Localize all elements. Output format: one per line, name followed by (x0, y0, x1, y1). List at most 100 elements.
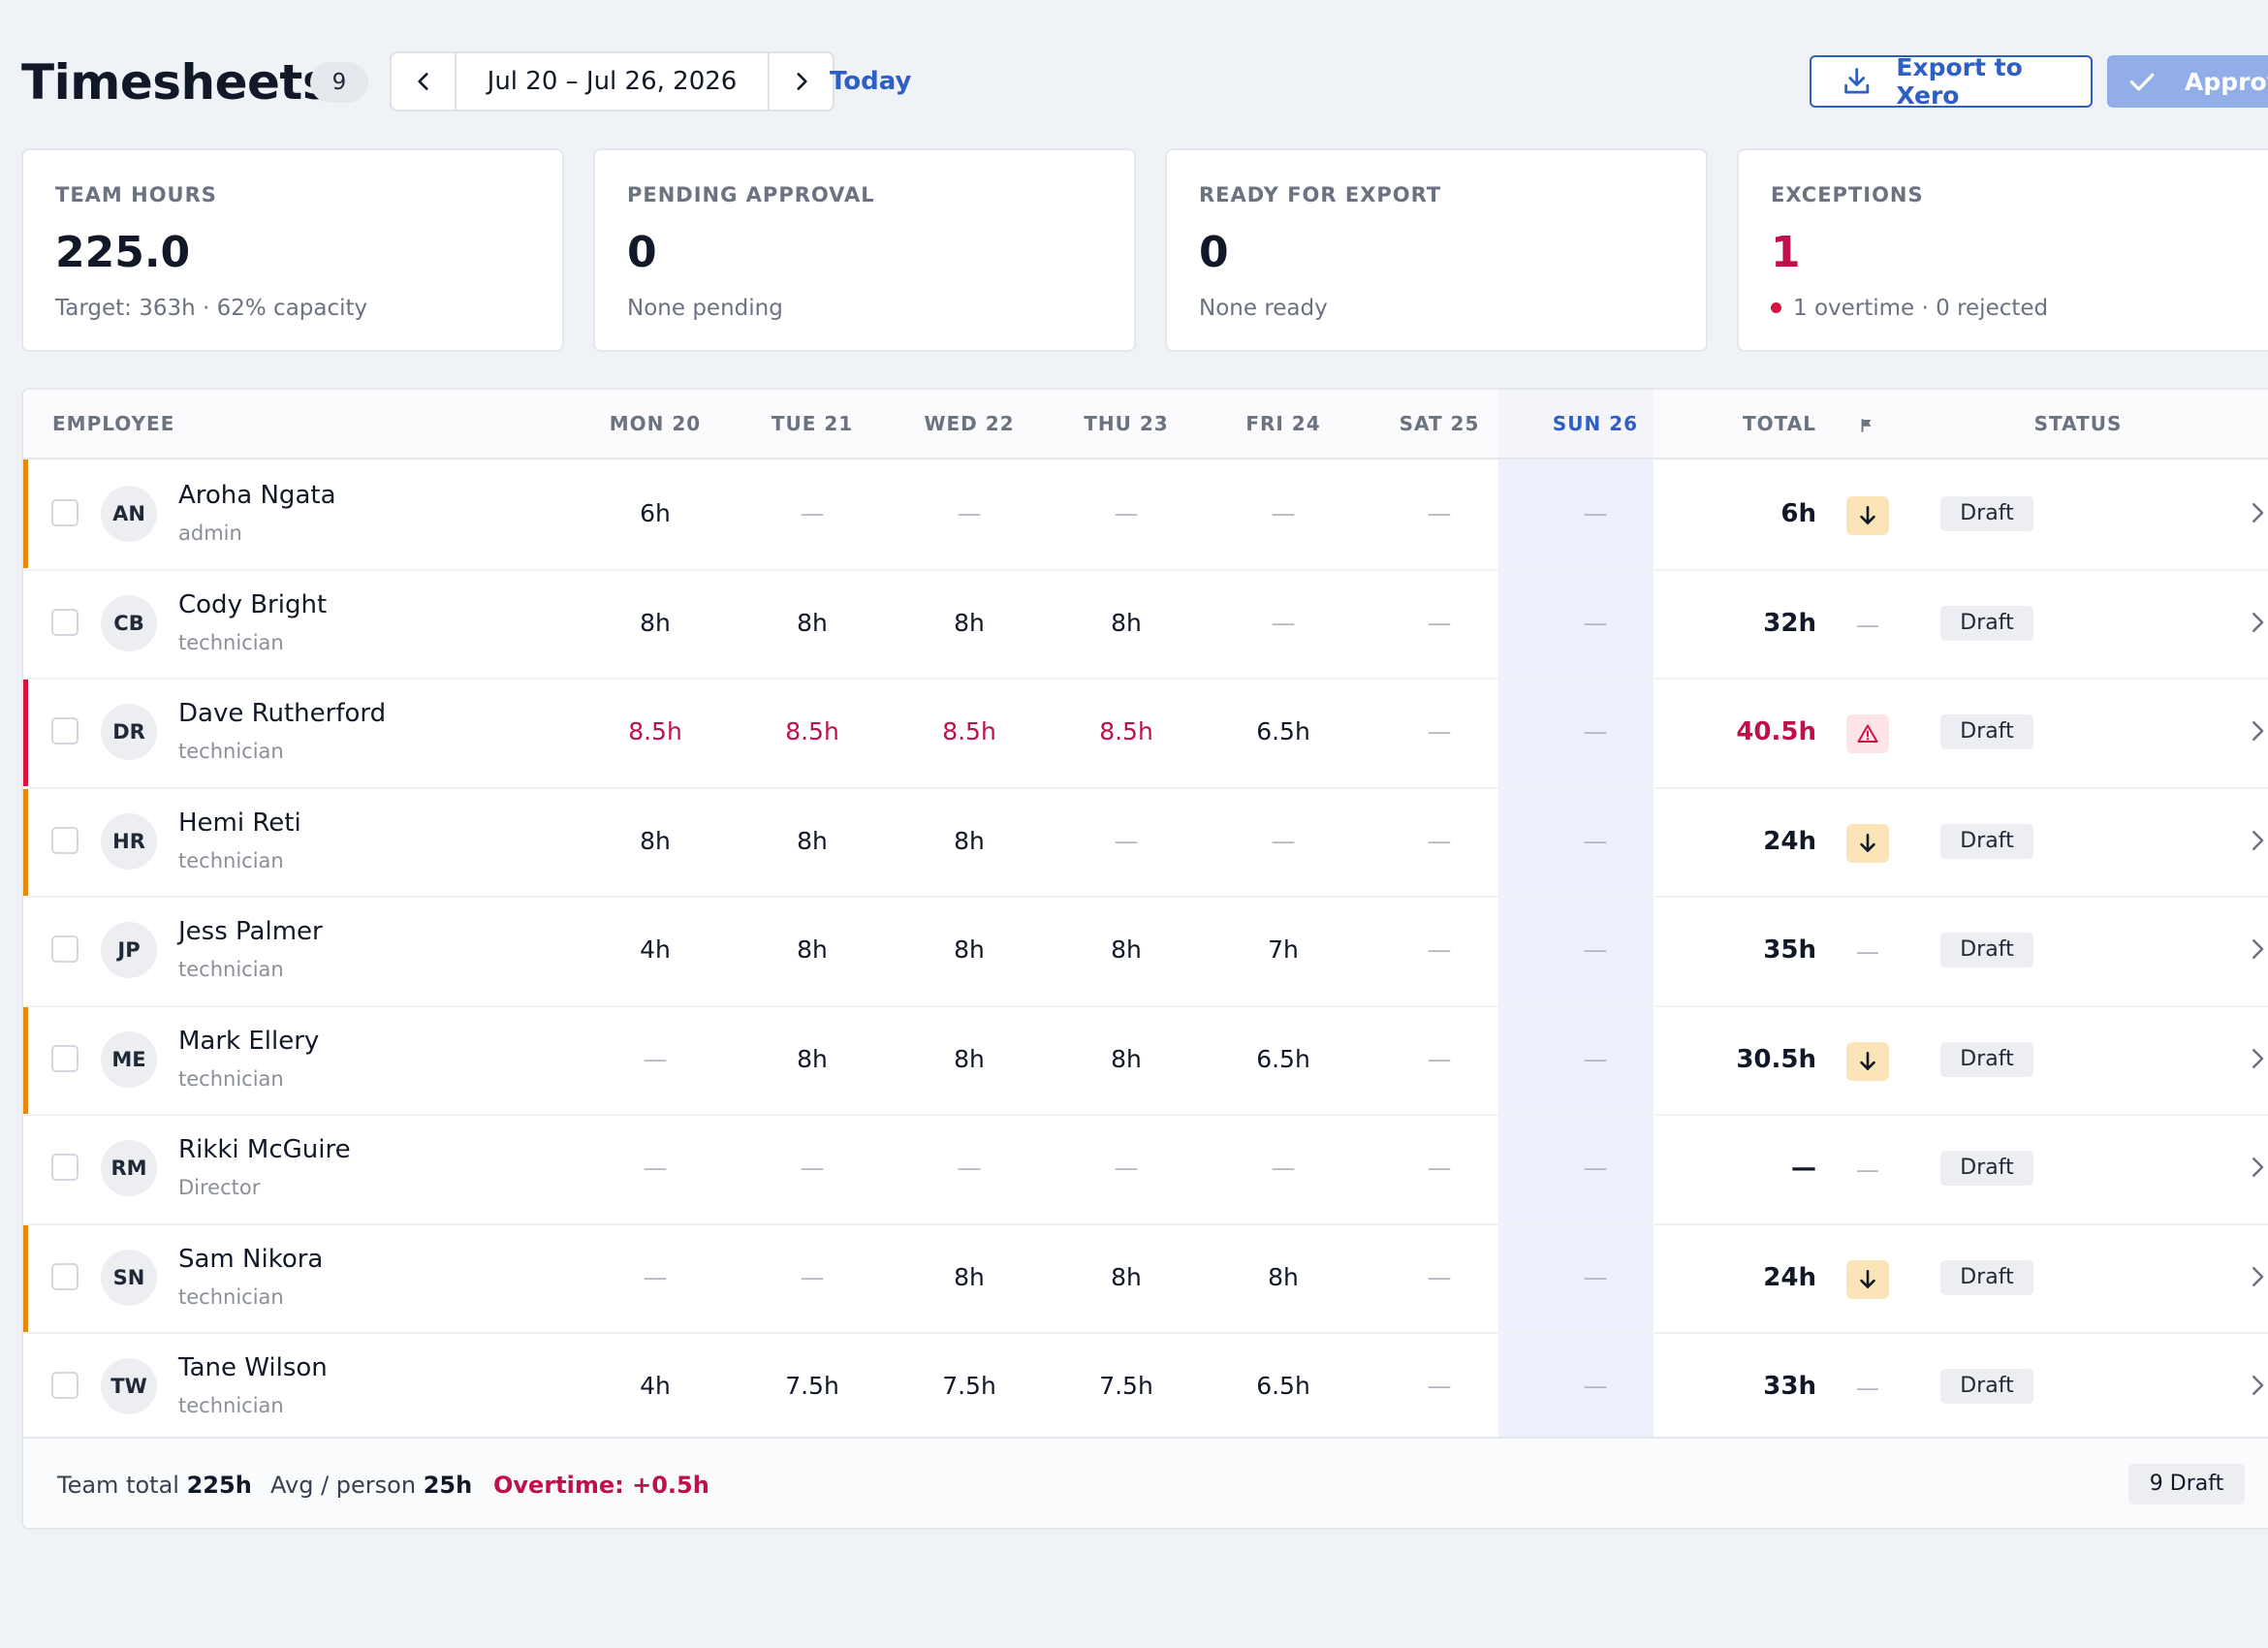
day-hours-cell[interactable]: — (1583, 935, 1608, 964)
day-hours-cell[interactable]: — (1583, 717, 1608, 745)
employee-name[interactable]: Aroha Ngata (178, 481, 336, 510)
below-target-flag[interactable] (1846, 1041, 1889, 1081)
employee-column-header[interactable]: EMPLOYEE (52, 412, 175, 435)
day-hours-cell[interactable]: — (1583, 608, 1608, 637)
chevron-right-icon[interactable] (2243, 1153, 2268, 1182)
day-hours-cell[interactable]: 8.5h (1099, 717, 1153, 745)
day-hours-cell[interactable]: 8h (640, 826, 671, 855)
day-hours-cell[interactable]: 8h (797, 935, 828, 964)
day-hours-cell[interactable]: — (1427, 1154, 1452, 1182)
day-hours-cell[interactable]: 6h (640, 499, 671, 527)
day-hours-cell[interactable]: 6.5h (1256, 717, 1310, 745)
day-hours-cell[interactable]: 8h (954, 826, 985, 855)
day-hours-cell[interactable]: — (957, 499, 982, 527)
day-hours-cell[interactable]: 6.5h (1256, 1372, 1310, 1400)
employee-name[interactable]: Jess Palmer (178, 917, 323, 946)
day-hours-cell[interactable]: 8h (954, 608, 985, 637)
day-hours-cell[interactable]: — (1114, 499, 1139, 527)
today-link[interactable]: Today (830, 67, 912, 96)
employee-name[interactable]: Sam Nikora (178, 1244, 324, 1274)
row-checkbox[interactable] (51, 608, 79, 636)
day-hours-cell[interactable]: — (800, 499, 825, 527)
table-row[interactable]: ME Mark Ellery technician — 8h 8h 8h 6.5h — — 30.5… (23, 1004, 2268, 1114)
day-hours-cell[interactable]: 8h (1111, 935, 1142, 964)
day-hours-cell[interactable]: — (643, 1044, 668, 1073)
row-checkbox[interactable] (51, 499, 79, 526)
day-hours-cell[interactable]: 8h (1111, 608, 1142, 637)
next-week-button[interactable] (768, 53, 833, 110)
table-row[interactable]: TW Tane Wilson technician 4h 7.5h 7.5h 7.5h 6.5… (23, 1332, 2268, 1441)
employee-name[interactable]: Tane Wilson (178, 1353, 328, 1382)
day-hours-cell[interactable]: — (1583, 1262, 1608, 1291)
table-row[interactable]: HR Hemi Reti technician 8h 8h 8h — — — — 24h Draft (23, 786, 2268, 896)
day-hours-cell[interactable]: 7h (1268, 935, 1299, 964)
below-target-flag[interactable] (1846, 1259, 1889, 1299)
chevron-right-icon[interactable] (2243, 1044, 2268, 1073)
day-hours-cell[interactable]: 8h (1111, 1262, 1142, 1291)
day-hours-cell[interactable]: — (1271, 826, 1296, 855)
day-hours-cell[interactable]: — (1583, 1044, 1608, 1073)
day-hours-cell[interactable]: 8.5h (628, 717, 682, 745)
day-hours-cell[interactable]: — (1583, 499, 1608, 527)
day-hours-cell[interactable]: — (1427, 717, 1452, 745)
day-hours-cell[interactable]: 8h (954, 1262, 985, 1291)
table-row[interactable]: SN Sam Nikora technician — — 8h 8h 8h — — 24h Draft (23, 1222, 2268, 1332)
day-hours-cell[interactable]: 8h (640, 608, 671, 637)
day-hours-cell[interactable]: 8.5h (785, 717, 839, 745)
day-hours-cell[interactable]: — (800, 1154, 825, 1182)
day-hours-cell[interactable]: 8.5h (942, 717, 996, 745)
chevron-right-icon[interactable] (2243, 608, 2268, 637)
row-checkbox[interactable] (51, 717, 79, 745)
table-row[interactable]: JP Jess Palmer technician 4h 8h 8h 8h 7h — — 35h — D… (23, 896, 2268, 1004)
chevron-right-icon[interactable] (2243, 935, 2268, 964)
day-hours-cell[interactable]: — (800, 1262, 825, 1291)
day-hours-cell[interactable]: — (643, 1262, 668, 1291)
day-hours-cell[interactable]: — (1583, 1372, 1608, 1400)
day-hours-cell[interactable]: 8h (797, 1044, 828, 1073)
employee-name[interactable]: Mark Ellery (178, 1026, 320, 1056)
day-hours-cell[interactable]: — (1114, 826, 1139, 855)
day-hours-cell[interactable]: 8h (954, 935, 985, 964)
day-hours-cell[interactable]: 4h (640, 1372, 671, 1400)
day-hours-cell[interactable]: 7.5h (942, 1372, 996, 1400)
day-hours-cell[interactable]: — (1427, 608, 1452, 637)
below-target-flag[interactable] (1846, 496, 1889, 535)
day-hours-cell[interactable]: 7.5h (1099, 1372, 1153, 1400)
chevron-right-icon[interactable] (2243, 1371, 2268, 1400)
day-hours-cell[interactable]: — (1583, 826, 1608, 855)
chevron-right-icon[interactable] (2243, 1262, 2268, 1291)
chevron-right-icon[interactable] (2243, 498, 2268, 527)
day-hours-cell[interactable]: — (1427, 935, 1452, 964)
below-target-flag[interactable] (1846, 823, 1889, 863)
table-row[interactable]: RM Rikki McGuire Director — — — — — — — — — Draft (23, 1114, 2268, 1222)
day-hours-cell[interactable]: — (643, 1154, 668, 1182)
day-hours-cell[interactable]: 4h (640, 935, 671, 964)
employee-name[interactable]: Hemi Reti (178, 808, 301, 838)
date-range-label[interactable]: Jul 20 – Jul 26, 2026 (487, 67, 738, 96)
day-hours-cell[interactable]: 8h (797, 826, 828, 855)
day-hours-cell[interactable]: — (1427, 499, 1452, 527)
day-hours-cell[interactable]: — (1271, 608, 1296, 637)
previous-week-button[interactable] (392, 53, 457, 110)
table-row[interactable]: CB Cody Bright technician 8h 8h 8h 8h — — — 32h — Dr… (23, 569, 2268, 678)
row-checkbox[interactable] (51, 826, 79, 854)
day-hours-cell[interactable]: 8h (1268, 1262, 1299, 1291)
day-hours-cell[interactable]: 8h (1111, 1044, 1142, 1073)
row-checkbox[interactable] (51, 1154, 79, 1181)
row-checkbox[interactable] (51, 1044, 79, 1072)
chevron-right-icon[interactable] (2243, 826, 2268, 855)
table-row[interactable]: DR Dave Rutherford technician 8.5h 8.5h 8.5h 8… (23, 678, 2268, 786)
day-hours-cell[interactable]: — (1427, 1262, 1452, 1291)
row-checkbox[interactable] (51, 1372, 79, 1399)
day-hours-cell[interactable]: 7.5h (785, 1372, 839, 1400)
day-hours-cell[interactable]: — (1114, 1154, 1139, 1182)
day-hours-cell[interactable]: 6.5h (1256, 1044, 1310, 1073)
approve-button[interactable]: Approve (2107, 55, 2268, 108)
row-checkbox[interactable] (51, 1262, 79, 1290)
day-hours-cell[interactable]: — (1427, 1372, 1452, 1400)
day-hours-cell[interactable]: — (1583, 1154, 1608, 1182)
day-hours-cell[interactable]: — (1427, 1044, 1452, 1073)
day-hours-cell[interactable]: — (1427, 826, 1452, 855)
day-hours-cell[interactable]: — (1271, 1154, 1296, 1182)
export-to-xero-button[interactable]: Export to Xero (1810, 53, 2093, 110)
